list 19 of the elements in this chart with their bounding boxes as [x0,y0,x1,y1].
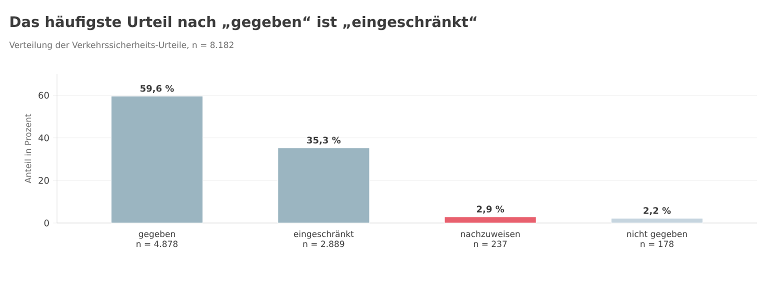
data-label: 59,6 % [140,84,174,93]
data-label: 2,9 % [477,206,504,214]
bar [110,96,204,224]
x-tick-label: nachzuweisen n = 237 [461,230,520,248]
y-tick-label: 40 [38,134,49,142]
y-tick-label: 0 [44,220,49,226]
chart-subtitle: Verteilung der Verkehrssicherheits-Urteile, n = 8.182 [9,42,234,50]
chart-title: Das häufigste Urteil nach „gegeben“ ist „eingeschränkt“ [10,16,477,30]
x-tick-label: eingeschränkt n = 2.889 [294,230,354,248]
bar [610,218,704,224]
data-label: 35,3 % [307,136,341,145]
x-tick-label: gegeben n = 4.878 [136,230,178,248]
y-tick-label: 20 [38,177,49,184]
data-label: 2,2 % [644,207,671,216]
x-tick-label: nicht gegeben n = 178 [627,230,687,248]
y-tick-label: 60 [38,92,49,99]
bar [444,216,536,224]
bar [278,148,370,224]
y-axis-title: Anteil in Prozent [24,114,32,184]
